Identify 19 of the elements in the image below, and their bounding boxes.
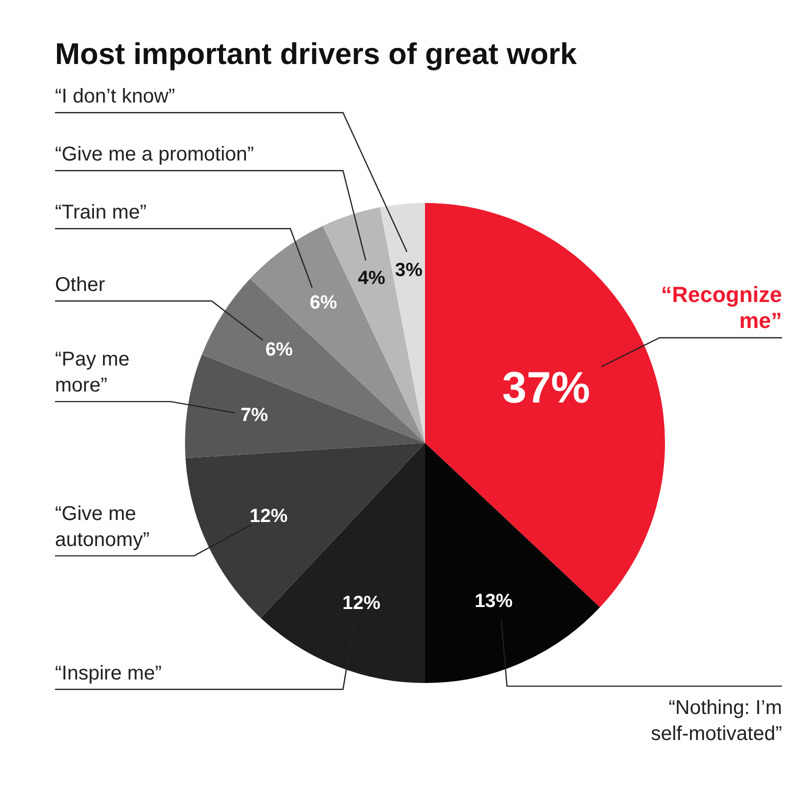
data-label: 12% <box>342 592 381 614</box>
data-label: 7% <box>240 405 268 426</box>
slice-label: “Pay me more” <box>55 348 130 397</box>
slice-label: “Give me autonomy” <box>55 502 150 551</box>
slice-label: “Recognize me” <box>660 282 782 333</box>
data-label: 13% <box>474 590 513 612</box>
slice-label: “Train me” <box>55 202 146 224</box>
data-label: 12% <box>250 506 288 527</box>
data-label: 37% <box>502 364 590 413</box>
data-label: 6% <box>310 292 338 314</box>
slice-label: “Nothing: I’m self-motivated” <box>650 697 782 746</box>
data-label: 6% <box>265 340 293 361</box>
data-label: 3% <box>395 260 423 282</box>
data-label: 4% <box>358 268 386 289</box>
slice-label: “Inspire me” <box>55 662 162 684</box>
chart-title: Most important drivers of great work <box>55 38 577 72</box>
slice-label: “I don’t know” <box>55 86 176 108</box>
slice-label: Other <box>55 274 106 296</box>
slice-label: “Give me a promotion” <box>55 144 254 166</box>
